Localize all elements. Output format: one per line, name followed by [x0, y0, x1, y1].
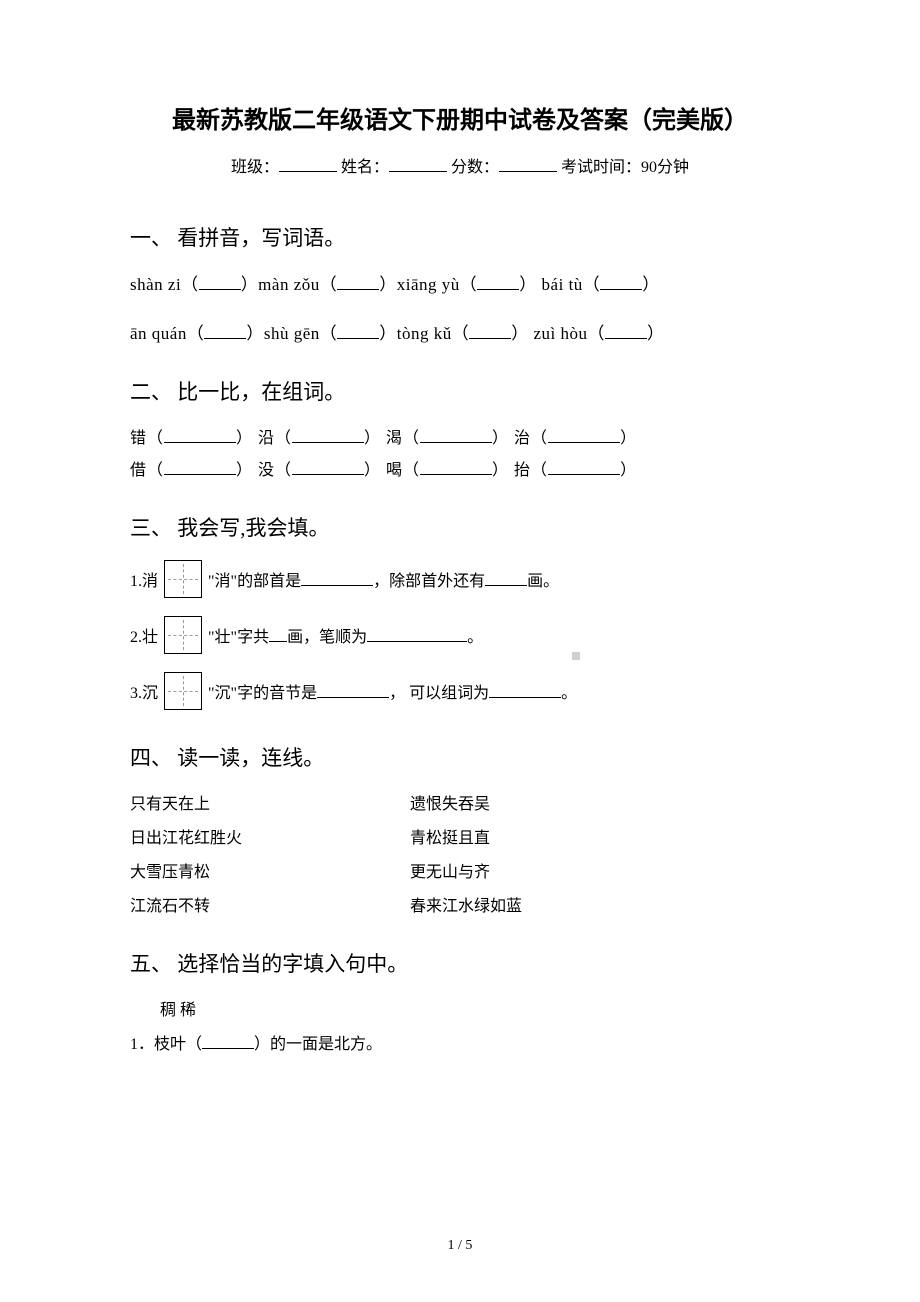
- time-label: 考试时间：90分钟: [561, 159, 689, 176]
- section2-heading: 二、 比一比，在组词。: [130, 376, 790, 406]
- char-box: [164, 672, 202, 710]
- match-row: 只有天在上 遗恨失吞吴: [130, 790, 790, 814]
- info-line: 班级： 姓名： 分数： 考试时间：90分钟: [130, 153, 790, 177]
- section3-heading: 三、 我会写,我会填。: [130, 512, 790, 542]
- match-row: 大雪压青松 更无山与齐: [130, 858, 790, 882]
- page-footer: 1 / 5: [0, 1238, 920, 1254]
- section1-heading: 一、 看拼音，写词语。: [130, 222, 790, 252]
- char-box: [164, 560, 202, 598]
- q5-line-1: 1．枝叶（）的一面是北方。: [130, 1030, 790, 1054]
- options-line: 稠 稀: [130, 996, 790, 1020]
- compare-row-2: 借（） 没（） 喝（） 抬（）: [130, 456, 790, 480]
- match-row: 日出江花红胜火 青松挺且直: [130, 824, 790, 848]
- score-label: 分数：: [451, 159, 499, 176]
- pinyin-line-2: ān quán（）shù gēn（）tòng kǔ（） zuì hòu（）: [130, 319, 790, 344]
- section4-heading: 四、 读一读，连线。: [130, 742, 790, 772]
- compare-row-1: 错（） 沿（） 渴（） 治（）: [130, 424, 790, 448]
- marker-square: [572, 652, 580, 660]
- fill-row-3: 3.沉 "沉"字的音节是， 可以组词为。: [130, 672, 790, 710]
- char-box: [164, 616, 202, 654]
- section5-heading: 五、 选择恰当的字填入句中。: [130, 948, 790, 978]
- fill-row-2: 2.壮 "壮"字共画，笔顺为。: [130, 616, 790, 654]
- page-title: 最新苏教版二年级语文下册期中试卷及答案（完美版）: [130, 100, 790, 135]
- name-label: 姓名：: [341, 159, 389, 176]
- class-label: 班级：: [231, 159, 279, 176]
- fill-row-1: 1.消 "消"的部首是，除部首外还有画。: [130, 560, 790, 598]
- match-row: 江流石不转 春来江水绿如蓝: [130, 892, 790, 916]
- pinyin-line-1: shàn zi（）màn zǒu（）xiāng yù（） bái tù（）: [130, 270, 790, 295]
